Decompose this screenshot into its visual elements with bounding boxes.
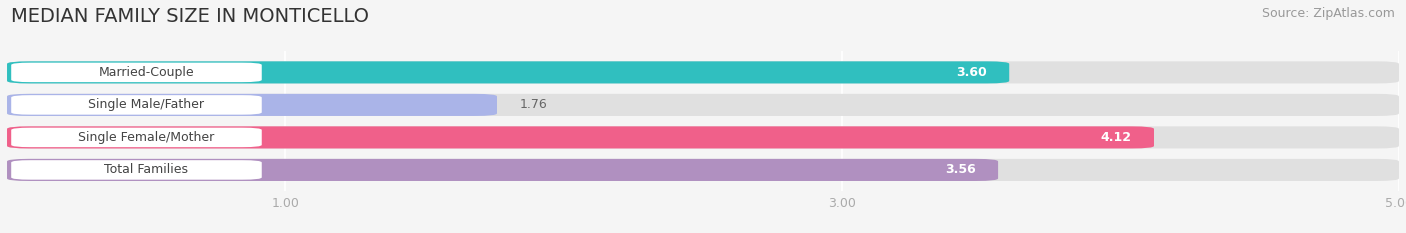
FancyBboxPatch shape (7, 61, 1010, 83)
FancyBboxPatch shape (7, 159, 998, 181)
FancyBboxPatch shape (7, 126, 1154, 148)
Text: 3.56: 3.56 (945, 163, 976, 176)
FancyBboxPatch shape (11, 95, 262, 115)
FancyBboxPatch shape (7, 94, 496, 116)
Text: Married-Couple: Married-Couple (98, 66, 194, 79)
Text: Single Female/Mother: Single Female/Mother (79, 131, 214, 144)
Text: 3.60: 3.60 (956, 66, 987, 79)
FancyBboxPatch shape (7, 61, 1399, 83)
FancyBboxPatch shape (11, 128, 262, 147)
Text: Source: ZipAtlas.com: Source: ZipAtlas.com (1261, 7, 1395, 20)
FancyBboxPatch shape (7, 94, 1399, 116)
Text: 4.12: 4.12 (1101, 131, 1132, 144)
FancyBboxPatch shape (7, 159, 1399, 181)
FancyBboxPatch shape (11, 63, 262, 82)
Text: 1.76: 1.76 (519, 98, 547, 111)
Text: MEDIAN FAMILY SIZE IN MONTICELLO: MEDIAN FAMILY SIZE IN MONTICELLO (11, 7, 370, 26)
FancyBboxPatch shape (7, 126, 1399, 148)
Text: Total Families: Total Families (104, 163, 188, 176)
FancyBboxPatch shape (11, 160, 262, 180)
Text: Single Male/Father: Single Male/Father (89, 98, 204, 111)
